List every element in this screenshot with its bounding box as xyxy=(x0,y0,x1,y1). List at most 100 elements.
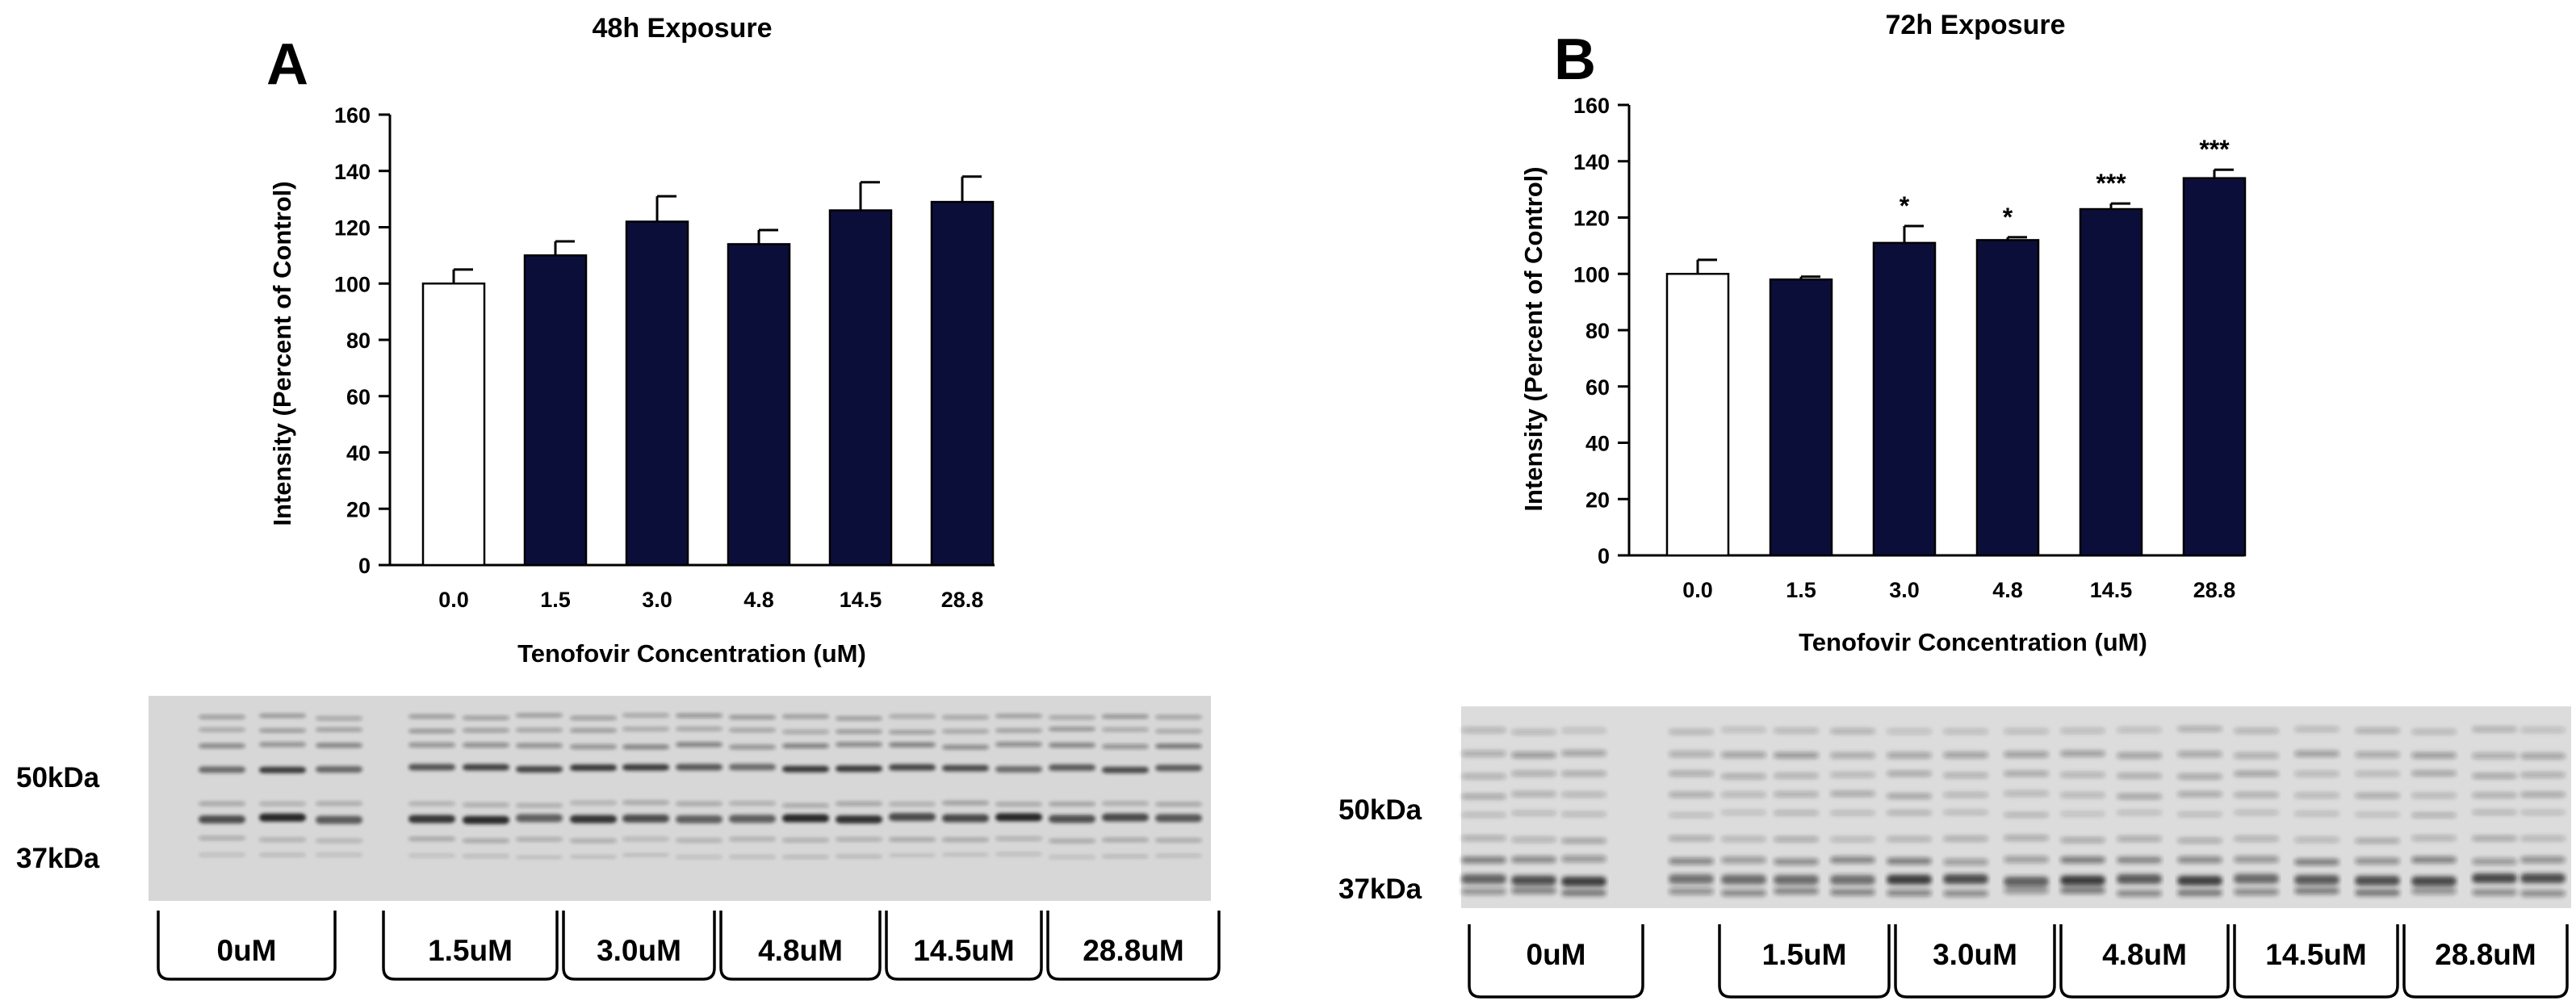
panel-a-blot-band xyxy=(259,802,306,806)
panel-a-x-tick-label: 0.0 xyxy=(438,588,469,612)
panel-a-bar xyxy=(421,283,486,567)
panel-b-blot-band xyxy=(2411,793,2457,798)
panel-b-label: B xyxy=(1554,27,1596,92)
panel-b-blot-band xyxy=(2234,873,2279,884)
panel-a-blot-band xyxy=(463,815,509,824)
panel-a-blot-band xyxy=(316,766,362,773)
panel-b-blot-band xyxy=(2004,752,2049,758)
panel-b-blot-band xyxy=(2520,890,2566,897)
panel-b-blot-band xyxy=(2520,856,2566,864)
panel-b-xlabel: Tenofovir Concentration (uM) xyxy=(1799,628,2147,656)
panel-b-blot-band xyxy=(2060,887,2105,894)
panel-b-blot-band xyxy=(1830,810,1875,815)
panel-a-x-tick-label: 1.5 xyxy=(540,588,571,612)
panel-b-blot-band xyxy=(1830,889,1875,896)
panel-a-blot-band xyxy=(942,852,989,856)
panel-a-blot-band xyxy=(729,744,776,750)
panel-a-bar xyxy=(625,220,689,567)
panel-b-blot-band xyxy=(2234,792,2279,798)
panel-b-significance-marker: * xyxy=(2003,203,2013,232)
panel-b-blot-band xyxy=(2117,794,2162,799)
panel-a-blot-band xyxy=(995,802,1042,806)
panel-b-blot-band xyxy=(2177,727,2222,732)
panel-b-blot-band xyxy=(2294,793,2339,798)
panel-a-blot-band xyxy=(1049,715,1095,720)
panel-a-blot-band xyxy=(676,815,723,824)
panel-b-blot-band xyxy=(1511,810,1556,815)
panel-b-blot-band xyxy=(2355,876,2400,886)
panel-b-x-tick-label: 28.8 xyxy=(2193,578,2236,602)
panel-b-blot-lane xyxy=(1511,729,1556,894)
panel-a-blot-band xyxy=(782,765,829,773)
panel-b-blot-band xyxy=(1887,874,1932,885)
panel-a-blot-lane xyxy=(516,713,563,859)
panel-a-blot-band xyxy=(836,765,882,773)
panel-b-blot-band xyxy=(1461,888,1506,895)
panel-a-blot-band xyxy=(463,854,509,858)
panel-b-blot-band xyxy=(1943,890,1988,897)
panel-b-blot-band xyxy=(2355,728,2400,734)
panel-a-blot-band xyxy=(889,764,936,771)
panel-b-blot-band xyxy=(2117,836,2162,842)
panel-b-blot-lane xyxy=(1561,727,1606,897)
panel-a-blot-band xyxy=(942,837,989,842)
panel-a-blot-band xyxy=(729,715,776,720)
panel-b-blot-band xyxy=(1561,856,1606,863)
panel-a-blot-band xyxy=(995,728,1042,733)
panel-a-blot-band xyxy=(1049,764,1095,771)
panel-a-blot-band xyxy=(889,813,936,822)
panel-a-group-label: 28.8uM xyxy=(1083,934,1183,967)
panel-b-blot-band xyxy=(1721,810,1766,815)
panel-a-chart: 0 20 40 60 80 100 120 140 160 0.0 1.5 3.0 4.8 14.5 28.… xyxy=(334,103,995,612)
panel-b-blot-band xyxy=(1887,752,1932,759)
panel-a-blot-band xyxy=(516,814,563,823)
panel-a-marker-50kda: 50kDa xyxy=(16,762,100,794)
panel-b-blot-band xyxy=(2355,889,2400,896)
panel-a-blot-band xyxy=(463,728,509,733)
panel-b-blot-band xyxy=(2472,835,2517,841)
panel-b-blot-band xyxy=(2411,729,2457,735)
panel-b-blot-band xyxy=(2520,773,2566,778)
panel-b-blot-band xyxy=(1887,794,1932,799)
panel-b-blot-band xyxy=(2177,812,2222,817)
panel-a-blot-band xyxy=(259,837,306,842)
panel-a-bar xyxy=(523,254,588,567)
panel-a-label: A xyxy=(266,32,308,97)
panel-a-group-label: 14.5uM xyxy=(913,934,1014,967)
panel-b-blot-band xyxy=(1461,873,1506,884)
panel-a-blot-band xyxy=(1155,743,1202,749)
panel-b-blot-band xyxy=(2355,771,2400,777)
panel-b-x-tick-label: 14.5 xyxy=(2090,578,2133,602)
panel-a-blot-band xyxy=(1049,855,1095,859)
panel-a-blot-band xyxy=(1049,743,1095,748)
panel-b-bar xyxy=(2079,207,2143,557)
panel-a-blot-band xyxy=(995,813,1042,822)
panel-b-blot-band xyxy=(2411,856,2457,864)
panel-b-blot-band xyxy=(2411,887,2457,894)
panel-b-blot-band xyxy=(1561,838,1606,844)
panel-a-y-tick-label: 0 xyxy=(358,554,371,578)
panel-b-x-tick-label: 1.5 xyxy=(1786,578,1816,602)
panel-a-y-tick-label: 160 xyxy=(334,103,371,128)
panel-a-blot-band xyxy=(782,855,829,859)
panel-b-blot-band xyxy=(2234,888,2279,895)
panel-a-blot-band xyxy=(199,727,245,732)
panel-b-blot-band xyxy=(2177,773,2222,779)
panel-b-blot-band xyxy=(2234,752,2279,759)
panel-b-blot-band xyxy=(1461,751,1506,757)
panel-a-blot-band xyxy=(259,728,306,733)
panel-b-blot-band xyxy=(1830,856,1875,864)
panel-a-blot-band xyxy=(729,814,776,823)
panel-b-blot-band xyxy=(1721,727,1766,733)
panel-a-blot-band xyxy=(836,854,882,858)
panel-a-blot-band xyxy=(1102,854,1149,858)
panel-a-group-label: 0uM xyxy=(217,934,277,967)
panel-b-x-tick-label: 0.0 xyxy=(1682,578,1713,602)
panel-a-blot-band xyxy=(729,801,776,806)
panel-a-blot-band xyxy=(516,743,563,748)
panel-a-blot-band xyxy=(889,714,936,718)
panel-a-blot-band xyxy=(1155,838,1202,843)
panel-a-blot-band xyxy=(408,836,455,841)
panel-b-blot-band xyxy=(2004,887,2049,894)
